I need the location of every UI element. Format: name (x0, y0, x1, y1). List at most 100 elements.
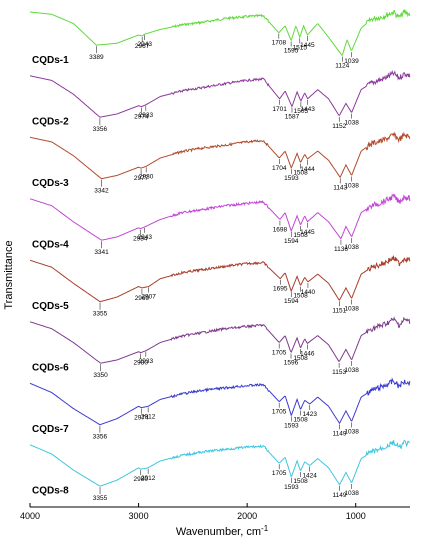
peak-label: 3389 (89, 54, 104, 61)
peak-label: 1594 (284, 298, 299, 305)
peak-label: 1701 (272, 106, 287, 113)
peak-label: 1038 (344, 120, 359, 127)
peak-label: 2943 (138, 41, 153, 48)
peak-label: 2980 (134, 476, 149, 483)
peak-label: 2943 (138, 234, 153, 241)
peak-label: 1705 (272, 409, 287, 416)
series-label-4: CQDs-4 (32, 240, 69, 251)
peak-label: 1593 (284, 484, 299, 491)
series-label-5: CQDs-5 (32, 301, 69, 312)
peak-label: 3356 (93, 126, 108, 133)
peak-label: 2984 (133, 236, 148, 243)
peak-label: 1443 (300, 106, 315, 113)
x-tick-label: 3000 (129, 511, 149, 521)
peak-label: 1508 (293, 478, 308, 485)
peak-label: 3350 (93, 372, 108, 379)
peak-label: 1039 (344, 58, 359, 65)
peak-label: 1136 (334, 246, 348, 253)
spectrum-1 (29, 8, 411, 57)
peak-label: 1446 (300, 350, 315, 357)
peak-label: 1508 (293, 232, 308, 239)
peak-label: 1445 (300, 42, 315, 49)
peak-label: 1596 (284, 360, 299, 367)
peak-label: 1508 (293, 417, 308, 424)
peak-label: 1708 (272, 40, 287, 47)
peak-label: 1444 (300, 166, 315, 173)
peak-label: 2974 (134, 415, 149, 422)
peak-label: 1593 (284, 175, 299, 182)
peak-label: 2933 (139, 358, 154, 365)
peak-label: 1038 (344, 367, 359, 374)
x-tick-label: 1000 (346, 511, 366, 521)
peak-label: 1153 (332, 369, 346, 376)
peak-label: 1704 (272, 165, 287, 172)
peak-label: 1038 (344, 182, 359, 189)
peak-label: 1038 (344, 428, 359, 435)
peak-label: 1698 (273, 227, 288, 234)
peak-label: 1695 (273, 286, 288, 293)
spectra-group (29, 8, 411, 487)
spectrum-3 (29, 131, 411, 180)
x-tick-label: 4000 (20, 511, 40, 521)
peak-label: 1587 (285, 114, 300, 121)
series-label-2: CQDs-2 (32, 117, 69, 128)
peak-label: 3355 (93, 495, 108, 502)
peak-label: 1508 (293, 293, 308, 300)
peak-label: 1515 (293, 44, 308, 51)
peak-label: 2980 (134, 360, 149, 367)
series-labels: CQDs-1 CQDs-2 CQDs-3 CQDs-4 CQDs-5 CQDs-6 CQDs… (32, 55, 69, 497)
peak-label: 1508 (293, 170, 308, 177)
x-axis: 4000 3000 2000 1000 (20, 503, 410, 521)
series-label-7: CQDs-7 (32, 424, 69, 435)
spectrum-8 (29, 440, 411, 487)
peak-label: 1440 (301, 289, 316, 296)
x-axis-title-main: Wavenumber, cm (176, 526, 261, 538)
peak-label: 2977 (134, 175, 149, 182)
series-label-1: CQDs-1 (32, 55, 69, 66)
peak-label: 1508 (293, 355, 308, 362)
peak-label: 1038 (344, 305, 359, 312)
peak-label: 1149 (333, 430, 347, 437)
peak-label: 2967 (135, 43, 150, 50)
peak-label: 1143 (333, 184, 347, 191)
peak-label: 1152 (332, 123, 346, 130)
spectrum-4 (29, 193, 411, 241)
peak-label: 1149 (333, 492, 347, 499)
series-label-3: CQDs-3 (32, 178, 69, 189)
peak-label: 1594 (284, 238, 299, 245)
spectrum-5 (29, 255, 411, 303)
peak-label: 2930 (139, 173, 154, 180)
peak-label: 1705 (272, 350, 287, 357)
peak-label: 1445 (300, 229, 315, 236)
peak-label: 1423 (303, 411, 318, 418)
peak-label: 1424 (302, 473, 317, 480)
spectrum-7 (29, 377, 411, 426)
spectrum-6 (29, 316, 411, 364)
peak-label: 1124 (335, 63, 349, 70)
y-axis-title: Transmittance (3, 240, 15, 309)
series-label-6: CQDs-6 (32, 363, 69, 374)
x-axis-title-exponent: -1 (261, 524, 269, 533)
x-tick-label: 2000 (237, 511, 257, 521)
peak-label: 2969 (135, 295, 150, 302)
peak-label: 2933 (139, 112, 154, 119)
peak-label: 3356 (93, 434, 108, 441)
peak-label: 3355 (93, 311, 108, 318)
peak-label: 1038 (344, 244, 359, 251)
peak-label: 3342 (94, 188, 109, 195)
peak-label: 1151 (332, 307, 346, 314)
peak-label: 1505 (294, 108, 309, 115)
peak-label: 2912 (141, 475, 156, 482)
peak-label: 1595 (284, 48, 299, 55)
peak-label: 2907 (141, 294, 156, 301)
series-label-8: CQDs-8 (32, 486, 69, 497)
x-axis-title: Wavenumber, cm-1 (176, 524, 269, 538)
peak-label: 1705 (272, 470, 287, 477)
peak-label: 3341 (94, 249, 109, 256)
spectrum-2 (29, 69, 411, 118)
peak-label: 2974 (134, 114, 149, 121)
peak-label: 1593 (284, 423, 299, 430)
peak-label: 2912 (141, 413, 156, 420)
